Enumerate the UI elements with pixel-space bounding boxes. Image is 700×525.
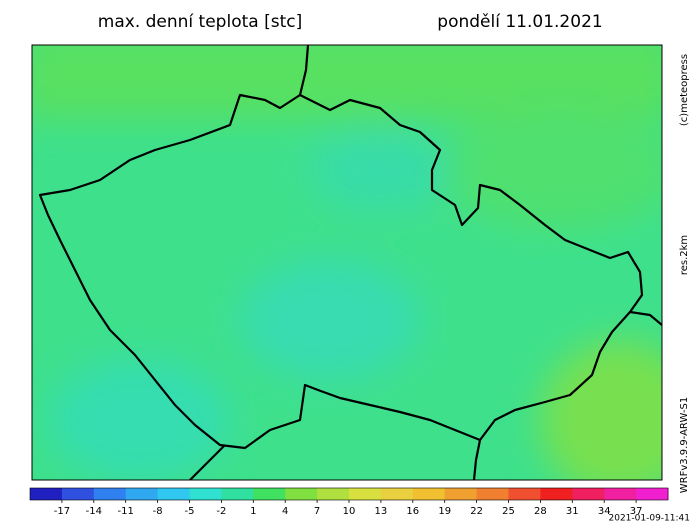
colorbar-tick-label: 22 — [470, 506, 483, 517]
colorbar-segment — [157, 488, 190, 500]
resolution-label: res.2km — [679, 235, 690, 275]
colorbar-tick-label: 37 — [630, 506, 643, 517]
copyright-label: (c)meteopress — [679, 54, 690, 126]
colorbar-tick-label: -8 — [153, 506, 163, 517]
colorbar-segment — [317, 488, 350, 500]
colorbar-segment — [253, 488, 286, 500]
colorbar-segment — [93, 488, 127, 500]
colorbar-tick-label: 13 — [375, 506, 388, 517]
colorbar-segment — [412, 488, 446, 500]
temperature-field — [32, 45, 662, 480]
colorbar-tick-label: -5 — [185, 506, 195, 517]
colorbar-tick-label: 10 — [343, 506, 356, 517]
colorbar-segment — [540, 488, 573, 500]
colorbar-segment — [572, 488, 605, 500]
colorbar-tick-label: -11 — [118, 506, 134, 517]
colorbar-segment — [189, 488, 222, 500]
colorbar-segment — [61, 488, 95, 500]
map-title: max. denní teplota [stc] — [98, 12, 302, 32]
colorbar-tick-label: -2 — [216, 506, 226, 517]
colorbar-tick-label: 28 — [534, 506, 547, 517]
colorbar-segment — [604, 488, 637, 500]
colorbar-segment — [30, 488, 63, 500]
borders — [38, 45, 662, 480]
timestamp: 2021-01-09-11:41 — [609, 514, 691, 524]
map-frame — [31, 44, 663, 481]
colorbar-segment — [636, 488, 669, 500]
colorbar-tick-label: 16 — [406, 506, 419, 517]
colorbar-tick-label: 7 — [314, 506, 320, 517]
colorbar-tick-label: 31 — [566, 506, 579, 517]
colorbar-tick-label: 4 — [282, 506, 288, 517]
colorbar-tick-label: 1 — [250, 506, 256, 517]
colorbar-tick-label: -14 — [86, 506, 102, 517]
field-shading — [32, 45, 662, 480]
map-date: pondělí 11.01.2021 — [437, 12, 602, 32]
colorbar-segment — [444, 488, 478, 500]
colorbar-segment — [508, 488, 541, 500]
colorbar-segment — [285, 488, 318, 500]
colorbar-segment — [125, 488, 159, 500]
colorbar: -17 -14 -11 -8 -5 -2 1 4 7 10 13 16 19 22 25 28 31 34 37 — [29, 487, 669, 517]
colorbar-tick-label: 34 — [598, 506, 611, 517]
colorbar-segment — [349, 488, 382, 500]
colorbar-tick-label: 25 — [502, 506, 515, 517]
colorbar-segment — [476, 488, 509, 500]
colorbar-segment — [221, 488, 254, 500]
colorbar-tick-label: -17 — [54, 506, 70, 517]
colorbar-tick-label: 19 — [438, 506, 451, 517]
colorbar-segment — [380, 488, 414, 500]
model-label: WRFv3.9.9-ARW-S1 — [679, 397, 690, 494]
